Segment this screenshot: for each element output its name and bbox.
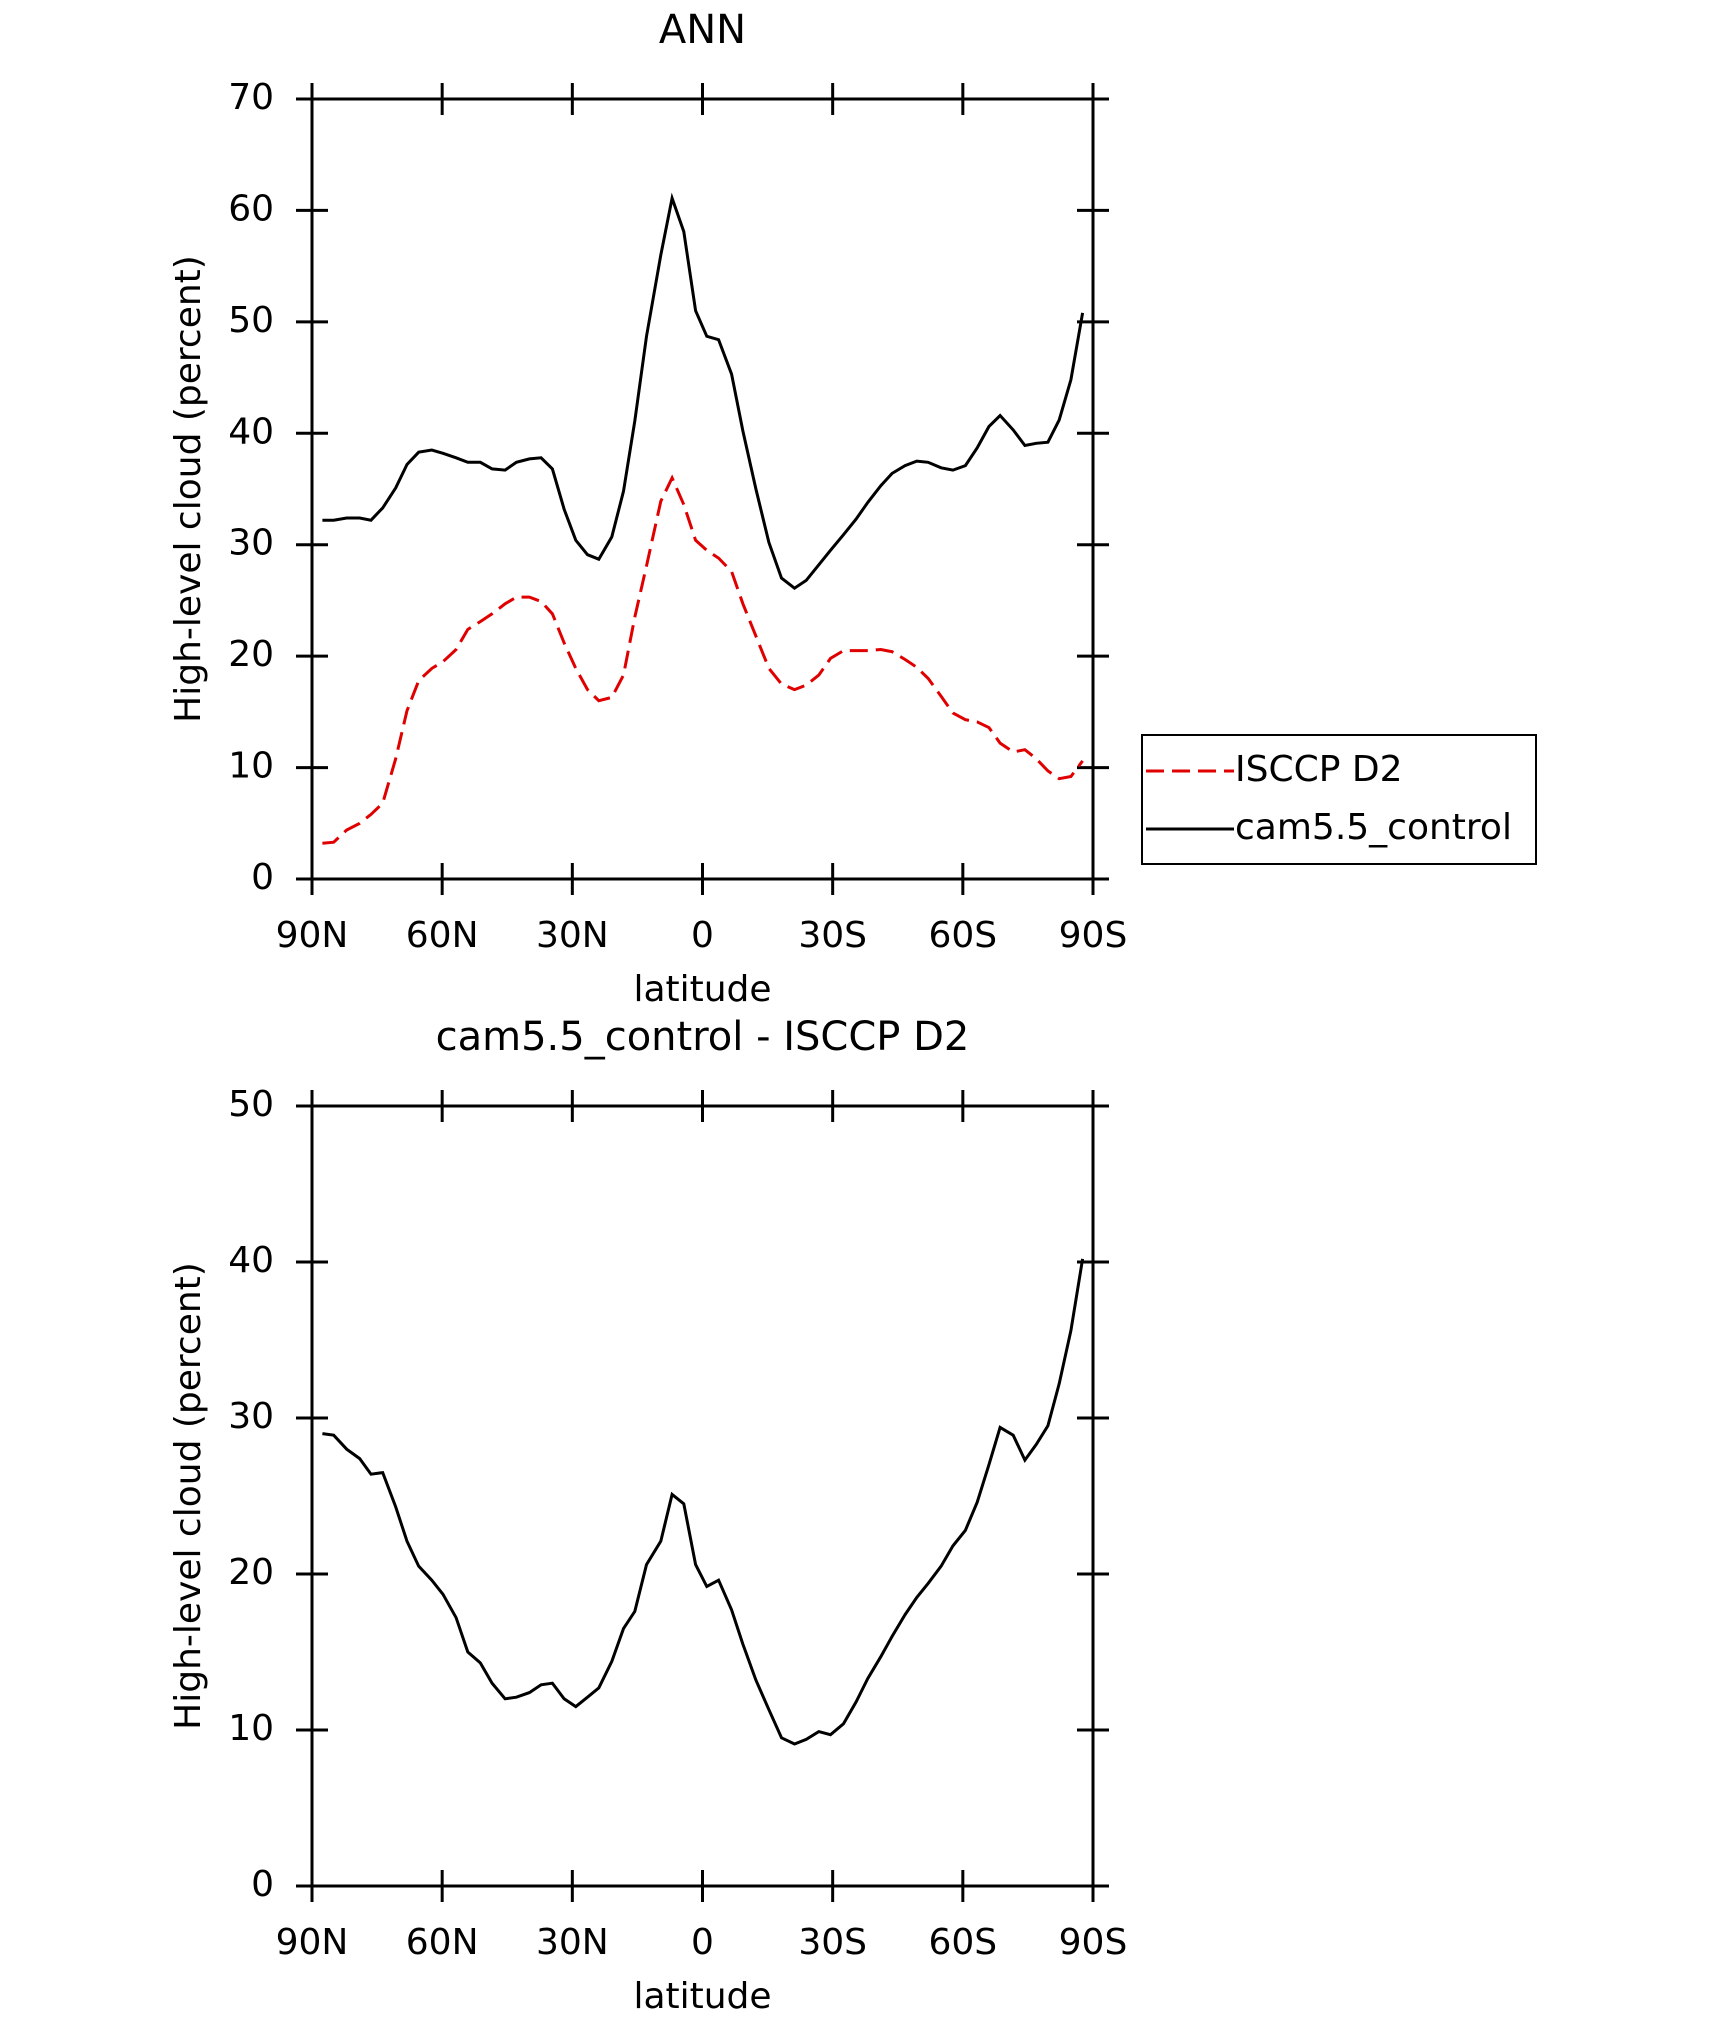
x-tick-label: 30N [536, 915, 609, 956]
y-tick-label: 10 [228, 746, 274, 787]
y-tick-label: 60 [228, 188, 274, 229]
x-tick-label: 0 [691, 915, 714, 956]
y-axis-label: High-level cloud (percent) [168, 255, 209, 723]
y-tick-label: 40 [228, 1240, 274, 1281]
y-tick-label: 70 [228, 77, 274, 118]
x-axis-label: latitude [633, 1976, 771, 2017]
y-tick-label: 0 [251, 1864, 274, 1905]
x-tick-label: 0 [691, 1922, 714, 1963]
x-tick-label: 30N [536, 1922, 609, 1963]
x-tick-label: 30S [798, 1922, 867, 1963]
y-tick-label: 20 [228, 1552, 274, 1593]
y-tick-label: 0 [251, 857, 274, 898]
x-tick-label: 90S [1059, 1922, 1128, 1963]
x-tick-label: 90N [276, 1922, 349, 1963]
legend-box [1141, 734, 1537, 865]
y-tick-label: 40 [228, 411, 274, 452]
y-tick-label: 50 [228, 1084, 274, 1125]
y-tick-label: 30 [228, 523, 274, 564]
data-line [322, 1258, 1085, 1746]
y-tick-label: 20 [228, 634, 274, 675]
x-tick-label: 90S [1059, 915, 1128, 956]
chart-title: ANN [659, 7, 746, 53]
data-line [322, 474, 1084, 845]
y-tick-label: 10 [228, 1708, 274, 1749]
chart-title: cam5.5_control - ISCCP D2 [436, 1014, 970, 1060]
plot-frame [310, 1104, 1095, 1888]
legend-label: cam5.5_control [1235, 807, 1512, 848]
x-tick-label: 90N [276, 915, 349, 956]
y-tick-label: 30 [228, 1396, 274, 1437]
y-axis-label: High-level cloud (percent) [168, 1262, 209, 1730]
x-tick-label: 60S [928, 1922, 997, 1963]
x-tick-label: 30S [798, 915, 867, 956]
x-tick-label: 60N [406, 1922, 479, 1963]
y-tick-label: 50 [228, 300, 274, 341]
x-axis-label: latitude [633, 969, 771, 1010]
x-tick-label: 60S [928, 915, 997, 956]
x-tick-label: 60N [406, 915, 479, 956]
legend-label: ISCCP D2 [1235, 749, 1403, 790]
plot-frame [310, 97, 1095, 881]
data-line [322, 192, 1085, 591]
